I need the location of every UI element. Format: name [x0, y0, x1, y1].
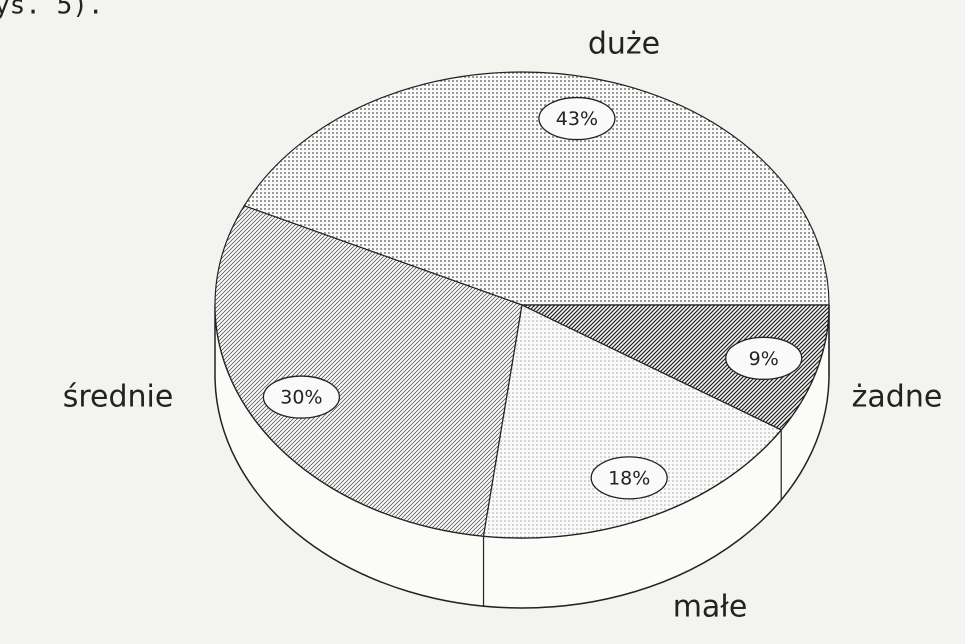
value-label: 43% [556, 108, 598, 130]
value-label: 18% [608, 467, 650, 489]
label-bubble [538, 96, 616, 141]
category-label: małe [673, 590, 748, 625]
label-bubble [725, 336, 803, 380]
pie-slice [214, 205, 523, 537]
value-label: 30% [280, 387, 322, 409]
caption: ys. 5). [0, 0, 104, 21]
category-label: duże [588, 27, 660, 62]
category-label: żadne [852, 380, 943, 415]
category-label: średnie [63, 380, 174, 415]
pie-slice [243, 71, 830, 306]
pie-slice [482, 304, 783, 539]
value-label: 9% [749, 348, 779, 370]
label-bubble [262, 375, 341, 419]
label-bubble [590, 456, 668, 500]
